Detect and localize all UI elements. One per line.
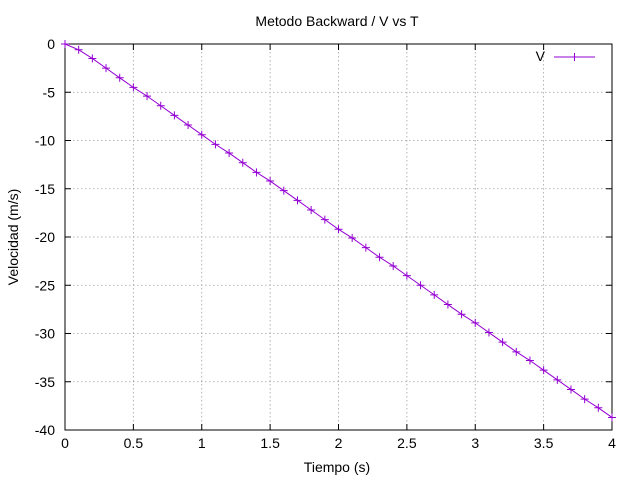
data-point-marker [402, 271, 411, 280]
data-point-marker [143, 92, 152, 101]
data-point-marker [580, 395, 589, 404]
data-point-marker [74, 45, 83, 54]
x-tick-label: 1 [198, 435, 206, 451]
data-point-marker [102, 64, 111, 73]
y-tick-label: -35 [35, 374, 55, 390]
data-point-marker [553, 375, 562, 384]
data-point-marker [61, 40, 69, 48]
x-tick-label: 1.5 [260, 435, 280, 451]
y-tick-label: 0 [47, 36, 55, 52]
data-point-marker [539, 366, 548, 375]
data-point-marker [457, 310, 466, 319]
data-point-marker [484, 328, 493, 337]
data-point-marker [252, 168, 261, 177]
data-point-marker [348, 233, 357, 242]
data-point-marker [525, 356, 534, 365]
data-point-marker [608, 413, 616, 422]
data-point-marker [334, 225, 343, 234]
x-axis-label: Tiempo (s) [304, 459, 370, 475]
y-tick-label: -40 [35, 422, 55, 438]
legend-label-v: V [536, 48, 546, 64]
chart-title: Metodo Backward / V vs T [255, 13, 419, 29]
y-tick-label: -20 [35, 229, 55, 245]
x-tick-label: 2.5 [397, 435, 417, 451]
y-axis-label: Velocidad (m/s) [5, 189, 21, 285]
data-point-marker [266, 177, 275, 186]
axis-ticks: 0 0.5 1 1.5 2 2.5 3 3.5 4 0 -5 -10 -15 -20 -25 -30 -35 -4… [35, 36, 616, 451]
data-point-marker [594, 403, 603, 412]
x-tick-label: 3.5 [534, 435, 554, 451]
data-point-marker [184, 121, 193, 130]
data-point-marker [279, 186, 288, 195]
grid-lines [65, 44, 612, 430]
x-tick-label: 4 [608, 435, 616, 451]
legend: V [536, 48, 595, 64]
x-tick-label: 0.5 [124, 435, 144, 451]
data-point-marker [443, 300, 452, 309]
y-tick-label: -5 [43, 84, 56, 100]
x-tick-label: 2 [335, 435, 343, 451]
y-tick-label: -10 [35, 133, 55, 149]
data-point-marker [361, 243, 370, 252]
y-tick-label: -30 [35, 326, 55, 342]
data-point-marker [225, 149, 234, 158]
data-point-marker [430, 290, 439, 299]
data-point-marker [566, 385, 575, 394]
legend-marker-v [570, 53, 579, 61]
data-point-marker [211, 140, 220, 149]
data-point-marker [197, 130, 206, 139]
data-point-marker [320, 215, 329, 224]
data-point-marker [88, 54, 97, 63]
x-tick-label: 0 [61, 435, 69, 451]
series-layer [61, 40, 616, 422]
data-point-marker [307, 205, 316, 214]
data-point-marker [115, 73, 124, 82]
data-point-marker [416, 281, 425, 290]
data-point-marker [498, 338, 507, 347]
y-tick-label: -25 [35, 277, 55, 293]
x-tick-label: 3 [471, 435, 479, 451]
data-point-marker [389, 261, 398, 270]
data-point-marker [512, 347, 521, 356]
y-tick-label: -15 [35, 181, 55, 197]
data-point-marker [375, 253, 384, 262]
data-point-marker [156, 101, 165, 110]
data-point-marker [471, 318, 480, 327]
data-point-marker [170, 111, 179, 120]
data-point-marker [238, 158, 247, 167]
data-point-marker [293, 196, 302, 205]
data-point-marker [129, 83, 138, 92]
